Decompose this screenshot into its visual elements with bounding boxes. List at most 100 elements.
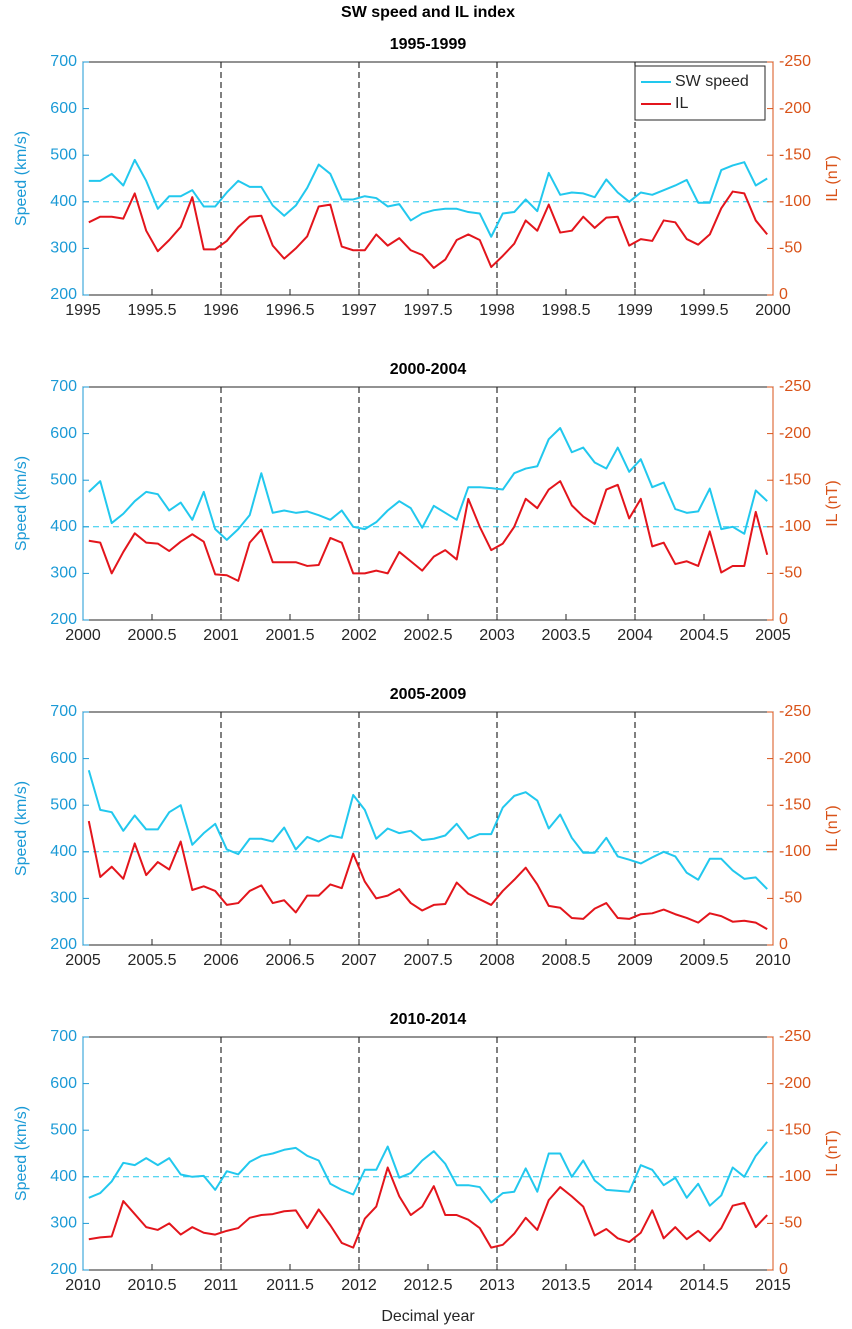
x-tick-label: 1996.5 [266,302,315,319]
y2-tick-label: 0 [779,936,788,953]
y-axis-label: Speed (km/s) [13,456,30,551]
x-tick-label: 2001.5 [266,627,315,644]
x-tick-label: 2006 [203,952,239,969]
y2-tick-label: -150 [779,1121,811,1138]
x-axis-label: Decimal year [381,1308,475,1325]
y2-tick-label: -150 [779,471,811,488]
y2-tick-label: 0 [779,611,788,628]
y-tick-label: 500 [50,796,77,813]
y-tick-label: 700 [50,53,77,70]
figure-title: SW speed and IL index [341,4,515,21]
x-tick-label: 1997.5 [404,302,453,319]
panel-title: 1995-1999 [390,36,467,53]
x-tick-label: 2002.5 [404,627,453,644]
x-tick-label: 2008 [479,952,515,969]
x-tick-label: 2014 [617,1277,653,1294]
legend-box [634,65,766,121]
x-tick-label: 1996 [203,302,239,319]
legend-label: IL [675,95,688,112]
y-tick-label: 400 [50,843,77,860]
x-tick-label: 2007 [341,952,377,969]
y-tick-label: 600 [50,100,77,117]
y-tick-label: 700 [50,703,77,720]
x-tick-label: 2009 [617,952,653,969]
x-tick-label: 1999.5 [680,302,729,319]
x-tick-label: 2006.5 [266,952,315,969]
x-tick-label: 2013 [479,1277,515,1294]
y2-tick-label: -200 [779,750,811,767]
y2-tick-label: -50 [779,1215,802,1232]
series-line [87,820,768,931]
y2-axis-label: IL (nT) [824,1130,841,1177]
x-tick-label: 2015 [755,1277,791,1294]
y2-tick-label: -100 [779,518,811,535]
x-tick-label: 2007.5 [404,952,453,969]
x-tick-label: 2005.5 [128,952,177,969]
y-tick-label: 300 [50,1215,77,1232]
series-line [87,769,768,890]
y2-axis-label: IL (nT) [824,805,841,852]
x-tick-label: 2004.5 [680,627,729,644]
y2-tick-label: -200 [779,1075,811,1092]
x-tick-label: 2005 [65,952,101,969]
x-tick-label: 2003.5 [542,627,591,644]
y-tick-label: 400 [50,193,77,210]
y2-tick-label: -150 [779,796,811,813]
series-line [88,158,768,238]
y2-tick-label: -100 [779,193,811,210]
y2-tick-label: -100 [779,843,811,860]
y-axis-label: Speed (km/s) [13,1106,30,1201]
series-line [88,190,768,269]
y-tick-label: 500 [50,1121,77,1138]
y-tick-label: 500 [50,146,77,163]
y2-tick-label: -250 [779,53,811,70]
y2-tick-label: -50 [779,565,802,582]
series-line [88,1166,768,1249]
y2-axis-label: IL (nT) [824,155,841,202]
x-tick-label: 2011.5 [266,1277,314,1294]
y-tick-label: 600 [50,1075,77,1092]
x-tick-label: 2012.5 [404,1277,453,1294]
y-tick-label: 200 [50,286,77,303]
y-tick-label: 300 [50,890,77,907]
series-line [88,480,769,582]
x-tick-label: 2000 [755,302,791,319]
y-tick-label: 300 [50,240,77,257]
x-tick-label: 1995.5 [128,302,177,319]
y-axis-label: Speed (km/s) [13,781,30,876]
x-tick-label: 2009.5 [680,952,729,969]
x-tick-label: 2014.5 [680,1277,729,1294]
x-tick-label: 2000 [65,627,101,644]
x-tick-label: 2013.5 [542,1277,591,1294]
y2-tick-label: -100 [779,1168,811,1185]
series-line [88,1141,768,1207]
x-tick-label: 1998 [479,302,515,319]
x-tick-label: 2010.5 [128,1277,177,1294]
y2-tick-label: 0 [779,286,788,303]
x-tick-label: 1999 [617,302,653,319]
y2-tick-label: -250 [779,1028,811,1045]
y2-tick-label: -250 [779,378,811,395]
x-tick-label: 2005 [755,627,791,644]
y-tick-label: 400 [50,518,77,535]
y2-tick-label: -200 [779,425,811,442]
x-tick-label: 2008.5 [542,952,591,969]
panel-title: 2010-2014 [390,1011,467,1028]
x-tick-label: 2010 [755,952,791,969]
y-tick-label: 200 [50,1261,77,1278]
x-tick-label: 2010 [65,1277,101,1294]
series-line [88,427,768,541]
y-tick-label: 600 [50,750,77,767]
x-tick-label: 2012 [341,1277,377,1294]
x-tick-label: 1998.5 [542,302,591,319]
y2-axis-label: IL (nT) [824,480,841,527]
y2-tick-label: 0 [779,1261,788,1278]
x-tick-label: 1995 [65,302,101,319]
y2-tick-label: -250 [779,703,811,720]
y2-tick-label: -50 [779,890,802,907]
x-tick-label: 2000.5 [128,627,177,644]
y-tick-label: 700 [50,1028,77,1045]
y2-tick-label: -150 [779,146,811,163]
